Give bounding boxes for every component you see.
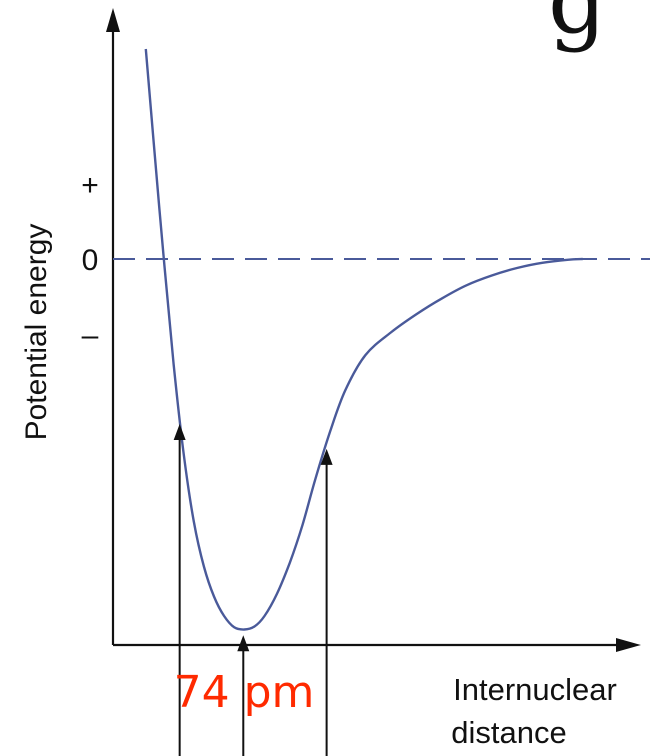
y-tick-label-1: 0 xyxy=(82,244,99,277)
x-axis-label-line-1: Internuclear xyxy=(453,672,617,707)
marker-arrow-head-1 xyxy=(237,635,250,652)
y-tick-label-2: – xyxy=(82,319,99,352)
marker-arrow-head-0 xyxy=(173,424,186,440)
y-axis-label: Potential energy xyxy=(20,224,53,441)
marker-arrows xyxy=(173,424,333,756)
axes xyxy=(106,8,641,652)
marker-arrow-head-2 xyxy=(320,448,333,465)
y-axis-arrowhead xyxy=(106,8,120,32)
curve-group xyxy=(144,48,583,631)
x-axis-arrowhead xyxy=(616,638,641,652)
y-tick-label-0: + xyxy=(81,169,99,202)
corner-glyph: g xyxy=(548,0,607,54)
potential-curve xyxy=(144,48,583,631)
y-tick-labels: +0 – xyxy=(81,169,99,352)
x-axis-label-line-2: distance xyxy=(451,715,566,750)
annotation-74pm: 74 pm xyxy=(174,667,315,718)
